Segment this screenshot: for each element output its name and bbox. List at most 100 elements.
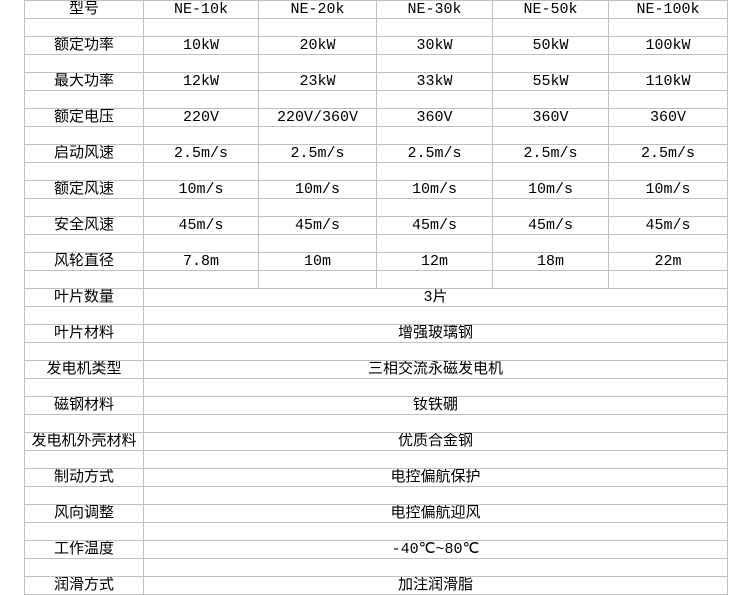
spacer-cell bbox=[143, 126, 259, 145]
spacer-cell bbox=[492, 198, 609, 217]
merged-value-cell: 电控偏航迎风 bbox=[143, 504, 728, 523]
spacer-cell bbox=[376, 126, 493, 145]
spacer-row bbox=[24, 378, 728, 397]
spacer-row bbox=[24, 18, 728, 37]
spacer-cell bbox=[143, 234, 259, 253]
spacer-cell bbox=[376, 18, 493, 37]
spacer-cell bbox=[376, 162, 493, 181]
spacer-row bbox=[24, 162, 728, 181]
spec-row-safety-wind-speed: 安全风速 45m/s 45m/s 45m/s 45m/s 45m/s bbox=[24, 216, 728, 235]
spacer-cell bbox=[24, 342, 144, 361]
row-label: 风轮直径 bbox=[24, 252, 144, 271]
value-cell: 55kW bbox=[492, 72, 609, 91]
value-cell: 18m bbox=[492, 252, 609, 271]
value-cell: 12m bbox=[376, 252, 493, 271]
row-label: 工作温度 bbox=[24, 540, 144, 559]
spacer-cell bbox=[492, 126, 609, 145]
value-cell: 10m/s bbox=[492, 180, 609, 199]
value-cell: 45m/s bbox=[608, 216, 728, 235]
spacer-cell bbox=[258, 54, 377, 73]
spacer-cell bbox=[608, 198, 728, 217]
value-cell: 10m/s bbox=[376, 180, 493, 199]
row-label: 发电机外壳材料 bbox=[24, 432, 144, 451]
spacer-cell bbox=[24, 486, 144, 505]
spec-row-lubrication-method: 润滑方式 加注润滑脂 bbox=[24, 576, 728, 595]
header-model-cell: NE-30k bbox=[376, 0, 493, 19]
spacer-cell bbox=[492, 54, 609, 73]
value-cell: 220V/360V bbox=[258, 108, 377, 127]
spacer-cell bbox=[143, 342, 728, 361]
spacer-row bbox=[24, 90, 728, 109]
spacer-cell bbox=[24, 450, 144, 469]
row-label: 风向调整 bbox=[24, 504, 144, 523]
spec-row-housing-material: 发电机外壳材料 优质合金钢 bbox=[24, 432, 728, 451]
spacer-cell bbox=[492, 162, 609, 181]
spec-row-startup-wind-speed: 启动风速 2.5m/s 2.5m/s 2.5m/s 2.5m/s 2.5m/s bbox=[24, 144, 728, 163]
spacer-cell bbox=[608, 162, 728, 181]
spec-row-max-power: 最大功率 12kW 23kW 33kW 55kW 110kW bbox=[24, 72, 728, 91]
merged-value-cell: 加注润滑脂 bbox=[143, 576, 728, 595]
merged-value-cell: -40℃~80℃ bbox=[143, 540, 728, 559]
spacer-cell bbox=[24, 522, 144, 541]
spacer-cell bbox=[258, 18, 377, 37]
spacer-row bbox=[24, 486, 728, 505]
spec-row-rated-wind-speed: 额定风速 10m/s 10m/s 10m/s 10m/s 10m/s bbox=[24, 180, 728, 199]
value-cell: 360V bbox=[492, 108, 609, 127]
spacer-row bbox=[24, 126, 728, 145]
spacer-cell bbox=[24, 198, 144, 217]
value-cell: 2.5m/s bbox=[258, 144, 377, 163]
merged-value-cell: 三相交流永磁发电机 bbox=[143, 360, 728, 379]
header-model-cell: NE-20k bbox=[258, 0, 377, 19]
spacer-cell bbox=[376, 234, 493, 253]
value-cell: 10m/s bbox=[143, 180, 259, 199]
merged-value-cell: 优质合金钢 bbox=[143, 432, 728, 451]
spacer-cell bbox=[143, 198, 259, 217]
row-label: 额定功率 bbox=[24, 36, 144, 55]
row-label: 制动方式 bbox=[24, 468, 144, 487]
value-cell: 360V bbox=[376, 108, 493, 127]
spacer-cell bbox=[376, 90, 493, 109]
row-label: 安全风速 bbox=[24, 216, 144, 235]
spec-row-generator-type: 发电机类型 三相交流永磁发电机 bbox=[24, 360, 728, 379]
spacer-cell bbox=[143, 378, 728, 397]
spacer-row bbox=[24, 306, 728, 325]
spacer-cell bbox=[492, 234, 609, 253]
value-cell: 10m/s bbox=[608, 180, 728, 199]
spacer-cell bbox=[143, 54, 259, 73]
spacer-cell bbox=[376, 198, 493, 217]
value-cell: 2.5m/s bbox=[376, 144, 493, 163]
spacer-cell bbox=[143, 522, 728, 541]
spacer-cell bbox=[492, 18, 609, 37]
spec-row-magnet-material: 磁钢材料 钕铁硼 bbox=[24, 396, 728, 415]
value-cell: 220V bbox=[143, 108, 259, 127]
spacer-cell bbox=[258, 234, 377, 253]
spacer-row bbox=[24, 198, 728, 217]
spacer-cell bbox=[376, 270, 493, 289]
spacer-cell bbox=[24, 18, 144, 37]
spacer-cell bbox=[258, 198, 377, 217]
spacer-cell bbox=[608, 54, 728, 73]
spacer-cell bbox=[608, 234, 728, 253]
spacer-row bbox=[24, 270, 728, 289]
spacer-cell bbox=[258, 90, 377, 109]
value-cell: 20kW bbox=[258, 36, 377, 55]
value-cell: 45m/s bbox=[376, 216, 493, 235]
spacer-cell bbox=[143, 414, 728, 433]
spacer-cell bbox=[492, 270, 609, 289]
spacer-cell bbox=[24, 126, 144, 145]
value-cell: 360V bbox=[608, 108, 728, 127]
spacer-cell bbox=[24, 558, 144, 577]
merged-value-cell: 增强玻璃钢 bbox=[143, 324, 728, 343]
spec-row-rotor-diameter: 风轮直径 7.8m 10m 12m 18m 22m bbox=[24, 252, 728, 271]
spacer-cell bbox=[24, 90, 144, 109]
value-cell: 30kW bbox=[376, 36, 493, 55]
spacer-cell bbox=[608, 126, 728, 145]
spacer-cell bbox=[258, 126, 377, 145]
spacer-cell bbox=[143, 18, 259, 37]
header-model-label: 型号 bbox=[24, 0, 144, 19]
row-label: 额定风速 bbox=[24, 180, 144, 199]
spec-table-container: 型号 NE-10k NE-20k NE-30k NE-50k NE-100k 额… bbox=[24, 0, 728, 595]
spacer-row bbox=[24, 414, 728, 433]
spec-row-blade-count: 叶片数量 3片 bbox=[24, 288, 728, 307]
value-cell: 2.5m/s bbox=[143, 144, 259, 163]
